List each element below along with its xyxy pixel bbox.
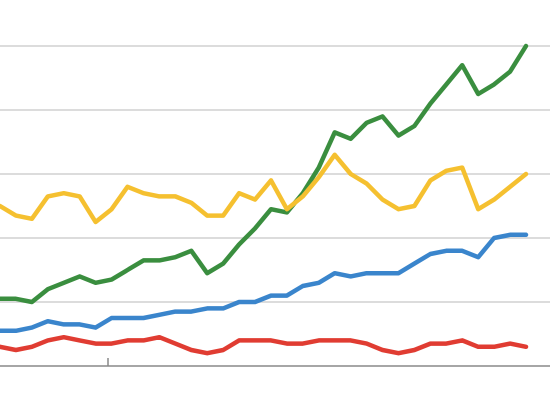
series-line-1 (0, 152, 529, 225)
series-line-3 (0, 334, 529, 356)
gridlines (0, 45, 550, 303)
series-line-0 (0, 43, 529, 305)
series-line-2 (0, 232, 529, 334)
series-lines (0, 43, 529, 356)
x-axis (0, 358, 550, 367)
